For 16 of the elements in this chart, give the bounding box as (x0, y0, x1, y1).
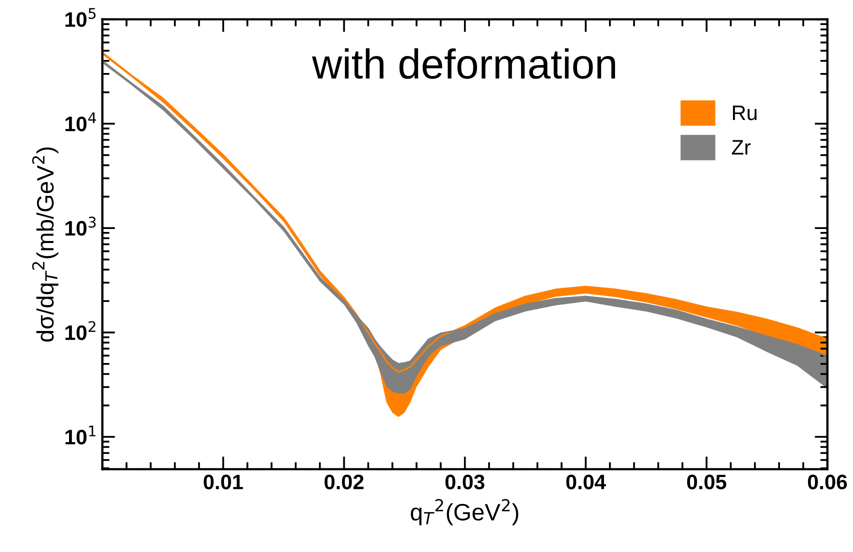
y-tick-label: 10$^{1}$ (65, 426, 96, 444)
x-tick-label: 0.02 (324, 474, 364, 490)
x-tick-label: 0.04 (566, 474, 606, 490)
legend-label: Zr (732, 140, 751, 154)
x-tick-label: 0.05 (687, 474, 726, 490)
x-tick-label: 0.06 (808, 474, 847, 490)
y-tick-label: 10$^{4}$ (65, 112, 96, 132)
x-tick-label: 0.03 (445, 474, 484, 490)
y-axis-title: dσ/dq$_{T}$$^{2}$(mb/GeV$^{2}$) (32, 147, 58, 342)
y-tick-label: 10$^{3}$ (65, 216, 96, 236)
text: with deformation (312, 48, 616, 79)
legend-label: Ru (732, 106, 757, 120)
y-tick-label: 10$^{5}$ (65, 8, 96, 27)
x-axis-title: q$_{T}$$^{2}$(GeV$^{2}$) (410, 499, 518, 526)
x-tick-label: 0.01 (204, 474, 243, 490)
y-tick-label: 10$^{2}$ (65, 321, 96, 340)
